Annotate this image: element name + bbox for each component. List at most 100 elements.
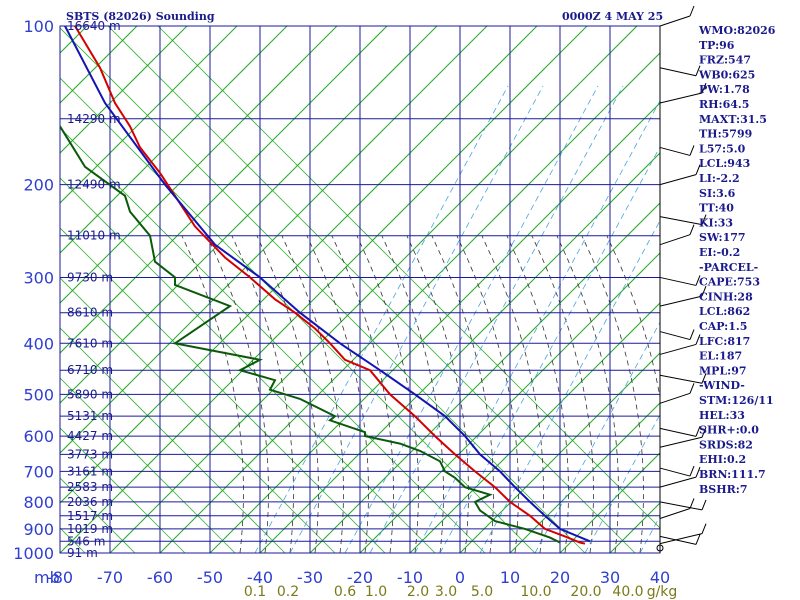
temperature-tick-label: -10 <box>397 568 423 587</box>
isotherm-line <box>60 26 238 204</box>
wind-barb-shaft <box>659 535 697 545</box>
mixing-ratio-line <box>439 146 660 553</box>
wind-barb <box>659 334 701 355</box>
index-entry: L57:5.0 <box>699 142 746 155</box>
height-labels: 16640 m 14290 m 12490 m 11010 m 9730 m 8610 m… <box>67 19 121 560</box>
height-label: 5131 m <box>67 409 113 423</box>
wind-barb-flag <box>689 329 695 340</box>
sounding-title: SBTS (82026) Sounding <box>66 10 215 23</box>
height-label: 16640 m <box>67 19 121 33</box>
mixing-ratio-label: 1.0 <box>365 584 387 600</box>
index-entry: TP:96 <box>699 39 735 52</box>
height-label: 1517 m <box>67 509 113 523</box>
temperature-tick-label: -50 <box>197 568 223 587</box>
index-entry: LI:-2.2 <box>699 172 740 185</box>
index-entry: SW:177 <box>699 231 746 244</box>
isotherm-line <box>60 26 338 304</box>
wind-barb <box>659 285 707 307</box>
index-entry: WMO:82026 <box>698 24 776 37</box>
wind-barb <box>659 224 695 246</box>
wind-barbs <box>656 5 707 553</box>
mixing-ratio-label: 10.0 <box>520 584 551 600</box>
moist-adiabat-line <box>531 235 594 553</box>
index-entry: SHR+:0.0 <box>699 424 759 437</box>
pressure-tick-label: 700 <box>23 462 54 481</box>
wind-barb-flag <box>701 523 707 534</box>
wind-barb <box>659 427 707 448</box>
temperature-tick-label: -20 <box>347 568 373 587</box>
height-label: 9730 m <box>67 270 113 284</box>
index-entry: WB0:625 <box>698 68 755 81</box>
pressure-tick-label: 300 <box>23 268 54 287</box>
mixing-ratio-line <box>369 85 624 553</box>
wind-barb-shaft <box>659 174 697 186</box>
wind-barb-flag <box>695 65 701 76</box>
wind-barb <box>659 214 707 226</box>
wind-barb-shaft <box>659 295 703 307</box>
pressure-tick-label: 600 <box>23 427 54 446</box>
moist-adiabat-line <box>606 235 660 400</box>
height-label: 7610 m <box>67 336 113 350</box>
index-entry: CINH:28 <box>699 290 753 303</box>
moist-adiabat-line <box>406 235 469 553</box>
mixing-ratio-label: 3.0 <box>435 584 457 600</box>
wind-barb-flag <box>695 426 701 437</box>
mixing-ratio-line <box>414 99 660 553</box>
wind-barb-shaft <box>659 508 691 519</box>
mixing-ratio-label: 20.0 <box>570 584 601 600</box>
wind-barb <box>659 426 701 437</box>
pressure-tick-label: 200 <box>23 176 54 195</box>
moist-adiabat-line <box>281 235 344 553</box>
wind-barb-flag <box>689 224 695 235</box>
index-entry: BRN:111.7 <box>699 468 766 481</box>
moist-adiabat-line <box>306 235 369 553</box>
isotherm-line <box>159 52 660 553</box>
wind-barb-flag <box>701 373 707 384</box>
index-entry: PW:1.78 <box>699 83 750 96</box>
isotherm-line <box>60 26 488 454</box>
dry-adiabat-line <box>60 327 286 553</box>
height-label: 8610 m <box>67 306 113 320</box>
wind-barb-shaft <box>659 343 697 355</box>
mixing-ratio-label: 2.0 <box>407 584 429 600</box>
pressure-tick-label: 100 <box>23 17 54 36</box>
wind-barb-flag <box>689 145 695 156</box>
height-label: 6710 m <box>67 363 113 377</box>
moist-adiabat-line <box>231 235 294 553</box>
wind-barb-shaft <box>659 467 691 477</box>
isotherm-line <box>509 402 660 553</box>
isotherm-line <box>60 26 288 254</box>
wind-barb <box>659 534 701 545</box>
index-entry: CAP:1.5 <box>699 320 747 333</box>
index-entry: TT:40 <box>699 202 734 215</box>
wind-barb-flag <box>689 5 695 17</box>
dry-adiabat-line <box>60 127 486 553</box>
temperature-tick-label: 30 <box>600 568 620 587</box>
index-entry: SRDS:82 <box>699 438 753 451</box>
height-label: 2583 m <box>67 480 113 494</box>
wind-barb-flag <box>695 466 701 478</box>
temperature-tick-label: -70 <box>97 568 123 587</box>
surface-wind-marker <box>656 544 664 552</box>
sounding-datetime: 0000Z 4 MAY 25 <box>562 10 663 23</box>
isotherm-line <box>359 252 660 553</box>
moist-adiabat-line <box>206 235 269 553</box>
mixing-ratio-line <box>344 85 599 553</box>
temperature-tick-label: -30 <box>297 568 323 587</box>
temperature-tick-label: 10 <box>500 568 520 587</box>
pressure-tick-label: 800 <box>23 493 54 512</box>
dry-adiabat-line <box>60 427 186 553</box>
dry-adiabat-line <box>60 27 586 553</box>
dry-adiabat-line <box>60 177 436 553</box>
moist-adiabat-line <box>556 235 619 553</box>
index-entry: FRZ:547 <box>699 54 751 67</box>
wind-barb-shaft <box>659 501 703 511</box>
isotherm-line <box>109 26 638 553</box>
mixing-ratio-line <box>254 85 509 553</box>
wind-barb-shaft <box>659 234 691 246</box>
index-entry: EHI:0.2 <box>699 453 746 466</box>
wind-barb-shaft <box>659 374 703 384</box>
wind-barb <box>659 523 707 545</box>
moist-adiabat-line <box>481 235 544 553</box>
